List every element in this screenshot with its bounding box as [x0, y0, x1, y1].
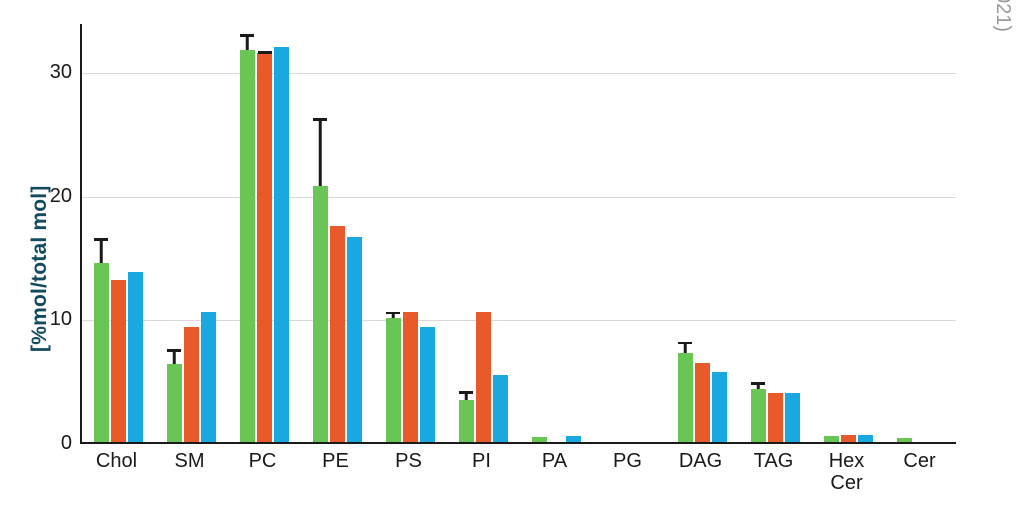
- error-bar: [94, 238, 108, 263]
- bar: [841, 435, 857, 442]
- bar: [274, 47, 290, 442]
- x-tick-label: PS: [372, 450, 445, 472]
- gridline: [82, 73, 956, 74]
- x-tick-label: TAG: [737, 450, 810, 472]
- bar: [313, 186, 329, 442]
- bar: [184, 327, 200, 442]
- x-tick-label: PG: [591, 450, 664, 472]
- bar: [566, 436, 582, 442]
- bar: [240, 50, 256, 442]
- error-bar: [240, 34, 254, 50]
- bar: [257, 53, 273, 442]
- bar: [858, 435, 874, 442]
- bar: [459, 400, 475, 442]
- bar: [420, 327, 436, 442]
- bar: [493, 375, 509, 442]
- gridline: [82, 197, 956, 198]
- bar: [751, 389, 767, 442]
- bar: [678, 353, 694, 442]
- bar: [824, 436, 840, 442]
- x-tick-label: Chol: [80, 450, 153, 472]
- bar: [897, 438, 913, 442]
- x-tick-label: SM: [153, 450, 226, 472]
- x-tick-label: DAG: [664, 450, 737, 472]
- y-tick-label: 30: [32, 61, 72, 84]
- x-tick-label: PC: [226, 450, 299, 472]
- error-bar: [678, 342, 692, 353]
- error-bar: [167, 349, 181, 364]
- bar: [785, 393, 801, 442]
- bar: [94, 263, 110, 442]
- x-tick-label: Hex Cer: [810, 450, 883, 494]
- bar: [712, 372, 728, 442]
- bar: [403, 312, 419, 442]
- lipid-composition-chart: [%mol/total mol] Data Source: Grossen et…: [0, 0, 1024, 529]
- bar: [128, 272, 144, 442]
- bar: [476, 312, 492, 442]
- bar: [330, 226, 346, 442]
- x-tick-label: PE: [299, 450, 372, 472]
- x-tick-label: Cer: [883, 450, 956, 472]
- error-bar: [459, 391, 473, 400]
- error-bar: [258, 51, 272, 53]
- source-text: Grossen et al., EJPB (2021): [992, 0, 1014, 32]
- y-tick-label: 20: [32, 185, 72, 208]
- bar: [167, 364, 183, 442]
- bar: [768, 393, 784, 442]
- x-tick-label: PI: [445, 450, 518, 472]
- bar: [347, 237, 363, 442]
- bar: [532, 437, 548, 442]
- plot-area: [80, 24, 956, 444]
- bar: [386, 318, 402, 442]
- error-bar: [386, 312, 400, 319]
- bar: [201, 312, 217, 442]
- x-tick-label: PA: [518, 450, 591, 472]
- data-source-caption: Data Source: Grossen et al., EJPB (2021): [991, 0, 1014, 32]
- error-bar: [751, 382, 765, 389]
- y-tick-label: 0: [32, 432, 72, 455]
- y-tick-label: 10: [32, 308, 72, 331]
- bar: [111, 280, 127, 442]
- error-bar: [313, 118, 327, 186]
- bar: [695, 363, 711, 442]
